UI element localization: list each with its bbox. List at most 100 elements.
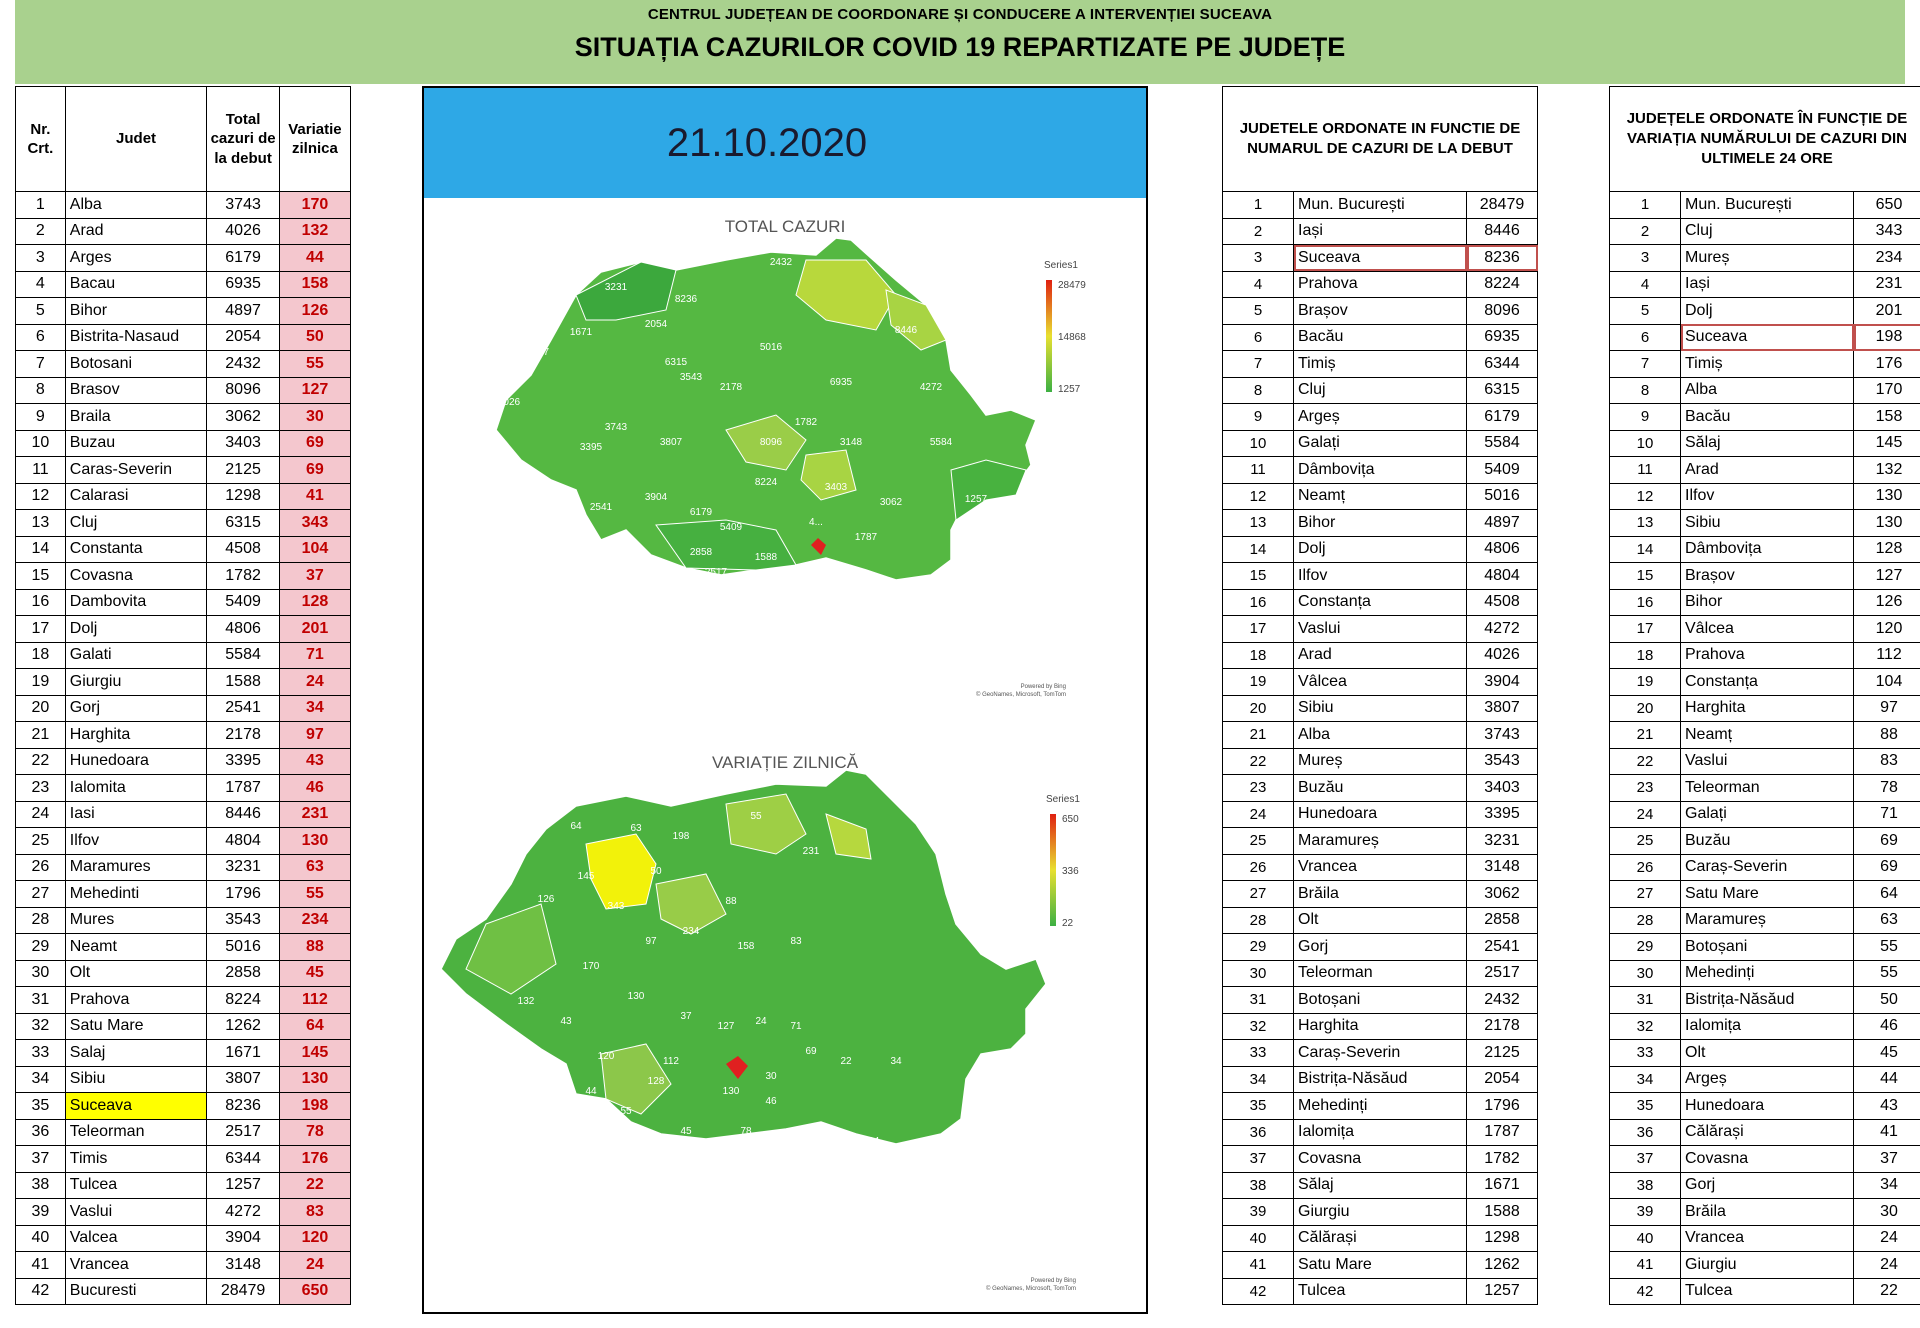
cell-value: 88 (1853, 721, 1920, 749)
cell-variatie: 132 (278, 217, 352, 245)
cell-rank: 13 (1222, 509, 1294, 537)
table-row: 42 Tulcea 1257 (1222, 1277, 1538, 1305)
cell-nr: 38 (15, 1171, 66, 1199)
cell-value: 3231 (1466, 827, 1538, 855)
table-row: 25 Maramureș 3231 (1222, 827, 1538, 855)
cell-value: 2541 (1466, 933, 1538, 961)
table-row: 30 Mehedinți 55 (1609, 959, 1920, 987)
cell-rank: 15 (1609, 562, 1681, 590)
table-row: 13 Bihor 4897 (1222, 509, 1538, 537)
cell-rank: 8 (1609, 376, 1681, 404)
cell-variatie: 37 (278, 562, 352, 590)
map-value-label: 64 (570, 821, 582, 832)
cell-judet: Caras-Severin (64, 456, 208, 484)
table-row: 27 Mehedinti 1796 55 (15, 880, 352, 908)
cell-rank: 26 (1609, 853, 1681, 881)
table-row: 41 Satu Mare 1262 (1222, 1251, 1538, 1279)
cell-value: 97 (1853, 694, 1920, 722)
map-value-label: 3543 (680, 372, 703, 383)
cell-judet: Buzau (64, 429, 208, 457)
cell-variatie: 24 (278, 1251, 352, 1279)
ranking-variation-header: JUDEȚELE ORDONATE ÎN FUNCȚIE DE VARIAȚIA… (1609, 86, 1920, 192)
cell-value: 650 (1853, 191, 1920, 219)
cell-rank: 40 (1609, 1224, 1681, 1252)
cell-nr: 39 (15, 1198, 66, 1226)
cell-value: 3807 (1466, 694, 1538, 722)
cell-county: Giurgiu (1680, 1251, 1854, 1279)
cell-judet: Sibiu (64, 1065, 208, 1093)
cell-nr: 9 (15, 403, 66, 431)
table-row: 12 Neamț 5016 (1222, 482, 1538, 510)
cell-variatie: 170 (278, 191, 352, 219)
cell-county: Vâlcea (1293, 668, 1467, 696)
cell-value: 2125 (1466, 1039, 1538, 1067)
cell-variatie: 88 (278, 933, 352, 961)
cell-rank: 37 (1222, 1145, 1294, 1173)
cell-value: 4804 (1466, 562, 1538, 590)
cell-county: Olt (1680, 1039, 1854, 1067)
table-row: 11 Caras-Severin 2125 69 (15, 456, 352, 484)
cell-rank: 25 (1609, 827, 1681, 855)
map-value-label: 158 (738, 941, 755, 952)
cell-nr: 7 (15, 350, 66, 378)
cell-value: 1262 (1466, 1251, 1538, 1279)
cell-variatie: 22 (278, 1171, 352, 1199)
cell-county: Suceava (1680, 323, 1854, 351)
region-south-1 (655, 519, 797, 571)
cell-total: 6935 (206, 270, 280, 298)
cell-value: 50 (1853, 986, 1920, 1014)
cell-rank: 4 (1609, 270, 1681, 298)
cell-total: 4804 (206, 827, 280, 855)
cell-nr: 16 (15, 588, 66, 616)
cell-county: Caraș-Severin (1293, 1039, 1467, 1067)
total-cases-map: TOTAL CAZURI 1262 3231 8236 2432 1671 2054 844… (465, 217, 1086, 698)
table-row: 34 Bistrița-Năsăud 2054 (1222, 1065, 1538, 1093)
cell-value: 4806 (1466, 535, 1538, 563)
cell-value: 43 (1853, 1092, 1920, 1120)
table-row: 30 Teleorman 2517 (1222, 959, 1538, 987)
cell-rank: 20 (1609, 694, 1681, 722)
map-value-label: 8096 (760, 437, 783, 448)
table-row: 5 Bihor 4897 126 (15, 297, 352, 325)
table-row: 2 Cluj 343 (1609, 217, 1920, 245)
table-row: 39 Brăila 30 (1609, 1198, 1920, 1226)
cell-total: 4272 (206, 1198, 280, 1226)
cell-value: 158 (1853, 403, 1920, 431)
cell-value: 28479 (1466, 191, 1538, 219)
cell-rank: 41 (1609, 1251, 1681, 1279)
table-row: 36 Călărași 41 (1609, 1118, 1920, 1146)
cell-value: 44 (1853, 1065, 1920, 1093)
cell-judet: Alba (64, 191, 208, 219)
cell-judet: Timis (64, 1145, 208, 1173)
cell-total: 5584 (206, 641, 280, 669)
cell-rank: 5 (1609, 297, 1681, 325)
cell-rank: 7 (1609, 350, 1681, 378)
cell-county: Buzău (1293, 774, 1467, 802)
table-row: 8 Cluj 6315 (1222, 376, 1538, 404)
table-row: 17 Dolj 4806 201 (15, 615, 352, 643)
cell-rank: 12 (1609, 482, 1681, 510)
cell-rank: 14 (1609, 535, 1681, 563)
cell-value: 78 (1853, 774, 1920, 802)
cell-judet: Covasna (64, 562, 208, 590)
report-date: 21.10.2020 (666, 120, 868, 165)
cell-value: 3904 (1466, 668, 1538, 696)
table-row: 5 Dolj 201 (1609, 297, 1920, 325)
table-row: 4 Bacau 6935 158 (15, 270, 352, 298)
cell-variatie: 650 (278, 1277, 352, 1305)
table-row: 29 Neamt 5016 88 (15, 933, 352, 961)
col-header-judet: Judet (64, 86, 208, 192)
map-value-label: 8446 (895, 325, 918, 336)
cell-total: 2125 (206, 456, 280, 484)
cell-county: Prahova (1680, 641, 1854, 669)
cell-county: Vrancea (1293, 853, 1467, 881)
cell-nr: 23 (15, 774, 66, 802)
table-row: 28 Maramureș 63 (1609, 906, 1920, 934)
cell-nr: 22 (15, 747, 66, 775)
cell-total: 3148 (206, 1251, 280, 1279)
cell-nr: 30 (15, 959, 66, 987)
cell-judet: Iasi (64, 800, 208, 828)
table-row: 21 Harghita 2178 97 (15, 721, 352, 749)
cell-rank: 21 (1609, 721, 1681, 749)
cell-variatie: 63 (278, 853, 352, 881)
